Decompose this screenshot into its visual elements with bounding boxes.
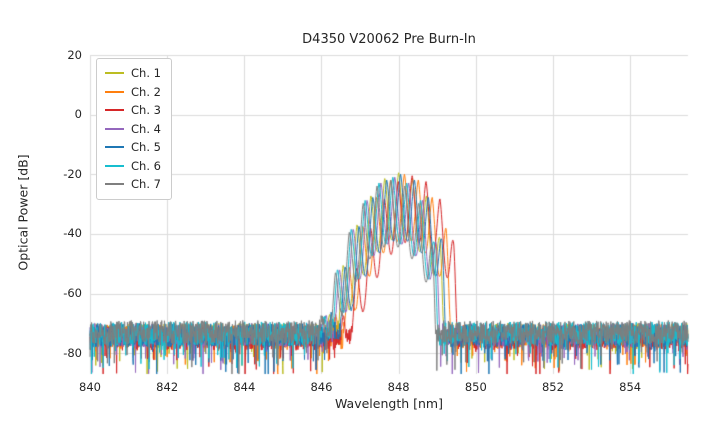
legend-item: Ch. 2 <box>105 83 161 102</box>
legend: Ch. 1 Ch. 2 Ch. 3 Ch. 4 Ch. 5 Ch. 6 Ch. 7 <box>96 58 172 200</box>
y-axis-label: Optical Power [dB] <box>15 154 31 271</box>
y-tick-label: -60 <box>63 286 82 300</box>
legend-item: Ch. 5 <box>105 138 161 157</box>
legend-item: Ch. 3 <box>105 101 161 120</box>
legend-line-sample <box>105 72 124 75</box>
legend-label: Ch. 3 <box>131 103 161 118</box>
legend-item: Ch. 7 <box>105 175 161 194</box>
y-tick-label: 0 <box>74 107 82 122</box>
legend-line-sample <box>105 164 124 167</box>
y-tick-label: 20 <box>67 47 82 62</box>
y-tick-label: -20 <box>63 166 82 181</box>
legend-item: Ch. 1 <box>105 64 161 83</box>
x-tick-label: 848 <box>387 380 410 394</box>
legend-line-sample <box>105 127 124 130</box>
legend-label: Ch. 2 <box>131 84 161 99</box>
legend-line-sample <box>105 109 124 112</box>
y-tick-label: -40 <box>63 226 82 241</box>
y-tick-label: -80 <box>63 345 82 360</box>
legend-label: Ch. 1 <box>131 66 161 81</box>
legend-label: Ch. 5 <box>131 140 161 155</box>
chart-title: D4350 V20062 Pre Burn-In <box>302 32 476 47</box>
x-tick-label: 842 <box>156 380 179 394</box>
x-tick-label: 840 <box>79 380 101 394</box>
x-axis-label: Wavelength [nm] <box>335 396 443 411</box>
legend-line-sample <box>105 146 124 149</box>
legend-line-sample <box>105 183 124 186</box>
x-tick-label: 846 <box>310 380 333 394</box>
x-tick-label: 844 <box>233 380 256 394</box>
x-tick-label: 854 <box>619 380 642 394</box>
legend-item: Ch. 4 <box>105 120 161 139</box>
legend-label: Ch. 4 <box>131 121 161 136</box>
x-tick-label: 850 <box>464 380 487 394</box>
legend-item: Ch. 6 <box>105 157 161 176</box>
x-tick-label: 852 <box>541 380 564 394</box>
legend-label: Ch. 7 <box>131 177 161 192</box>
legend-label: Ch. 6 <box>131 158 161 173</box>
legend-line-sample <box>105 90 124 93</box>
